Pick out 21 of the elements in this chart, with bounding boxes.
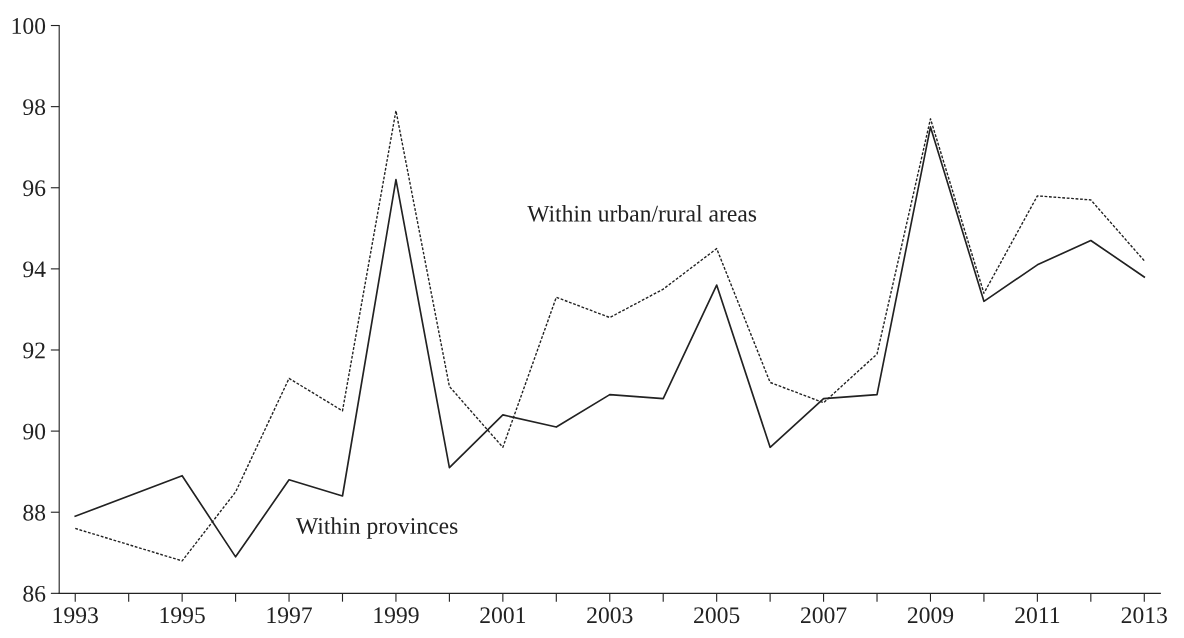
x-tick-label: 2013 bbox=[1121, 607, 1167, 624]
x-tick-label: 2005 bbox=[694, 607, 740, 624]
y-tick-label: 88 bbox=[23, 504, 46, 521]
y-tick-label: 98 bbox=[23, 99, 46, 116]
y-tick-label: 86 bbox=[23, 585, 46, 602]
x-tick-label: 2001 bbox=[480, 607, 526, 624]
series-label: Within provinces bbox=[295, 517, 458, 539]
x-tick-label: 1997 bbox=[267, 607, 312, 624]
x-tick-label: 1999 bbox=[374, 607, 419, 624]
y-tick-label: 90 bbox=[23, 423, 46, 440]
y-tick-label: 92 bbox=[23, 342, 45, 359]
x-tick-label: 1995 bbox=[160, 607, 205, 624]
y-tick-label: 100 bbox=[12, 18, 46, 34]
y-tick-label: 96 bbox=[23, 180, 46, 197]
text: Within urban/rural areas bbox=[527, 205, 757, 222]
x-tick-label: 2007 bbox=[801, 607, 847, 624]
x-tick-label: 1993 bbox=[53, 607, 98, 624]
x-tick-label: 2003 bbox=[587, 607, 633, 624]
x-tick-label: 2011 bbox=[1015, 607, 1060, 624]
y-tick-label: 94 bbox=[23, 261, 46, 278]
x-tick-label: 2009 bbox=[907, 607, 954, 624]
